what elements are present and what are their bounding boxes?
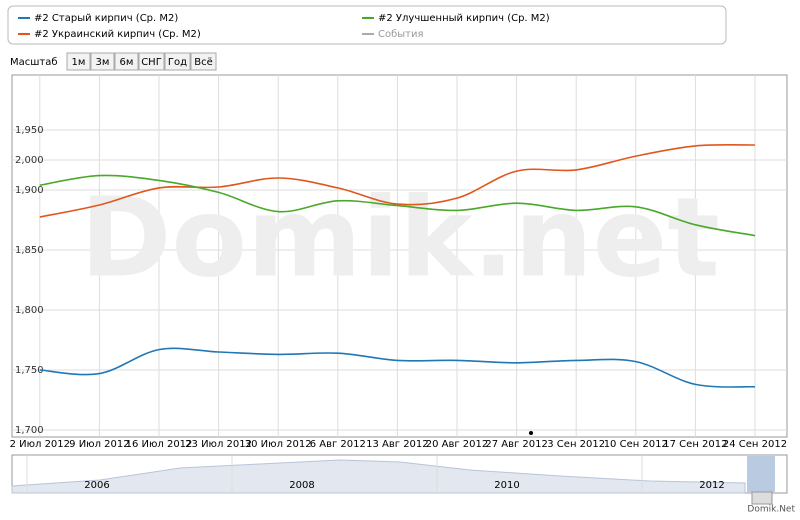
y-tick-label: 1,750 [15, 365, 44, 376]
x-tick-label: 20 Авг 2012 [426, 439, 489, 450]
navigator-window[interactable] [747, 456, 775, 492]
zoom-button-label: Год [168, 57, 187, 68]
navigator-label: 2010 [494, 480, 519, 491]
legend-label: События [378, 29, 424, 40]
y2-tick-label: 1,900 [15, 185, 44, 196]
zoom-button-label: СНГ [141, 57, 162, 68]
navigator-label: 2008 [289, 480, 314, 491]
zoom-button-label: Всё [194, 57, 213, 68]
x-tick-label: 6 Авг 2012 [310, 439, 366, 450]
x-tick-label: 9 Июл 2012 [69, 439, 129, 450]
x-tick-label: 27 Авг 2012 [485, 439, 548, 450]
credit: Domik.Net [747, 505, 795, 515]
zoom-button[interactable] [90, 52, 115, 71]
legend-box [7, 5, 727, 45]
zoom-label: Масштаб [10, 57, 58, 68]
x-tick-label: 16 Июл 2012 [126, 439, 193, 450]
x-tick-label: 3 Сен 2012 [547, 439, 605, 450]
watermark: Domik.net [80, 173, 720, 301]
navigator-label: 2006 [84, 480, 109, 491]
legend-label: #2 Украинский кирпич (Ср. М2) [34, 29, 201, 40]
y2-tick-label: 2,000 [15, 155, 44, 166]
x-tick-label: 23 Июл 2012 [185, 439, 252, 450]
zoom-button[interactable] [164, 52, 191, 71]
legend-label: #2 Улучшенный кирпич (Ср. М2) [378, 13, 550, 24]
series-line [39, 144, 756, 218]
zoom-button-label: 3м [96, 57, 110, 68]
series-line [39, 174, 756, 237]
y-tick-label: 1,850 [15, 245, 44, 256]
x-tick-label: 30 Июл 2012 [245, 439, 312, 450]
scroll-thumb[interactable] [751, 491, 773, 505]
zoom-button-label: 1м [72, 57, 86, 68]
legend-label: #2 Старый кирпич (Ср. М2) [34, 13, 178, 24]
event-marker [529, 431, 533, 435]
plot-frame [11, 74, 788, 438]
y-tick-label: 1,950 [15, 125, 44, 136]
zoom-button[interactable] [190, 52, 217, 71]
x-tick-label: 2 Июл 2012 [10, 439, 70, 450]
y-tick-label: 1,700 [15, 425, 44, 436]
series-line [39, 347, 756, 388]
zoom-button[interactable] [114, 52, 139, 71]
navigator-area [11, 459, 746, 494]
x-tick-label: 24 Сен 2012 [723, 439, 787, 450]
x-tick-label: 17 Сен 2012 [663, 439, 727, 450]
x-tick-label: 13 Авг 2012 [366, 439, 429, 450]
y-tick-label: 1,800 [15, 305, 44, 316]
zoom-button[interactable] [138, 52, 165, 71]
zoom-button-label: 6м [120, 57, 134, 68]
x-tick-label: 10 Сен 2012 [604, 439, 668, 450]
navigator-label: 2012 [699, 480, 724, 491]
zoom-button[interactable] [66, 52, 91, 71]
